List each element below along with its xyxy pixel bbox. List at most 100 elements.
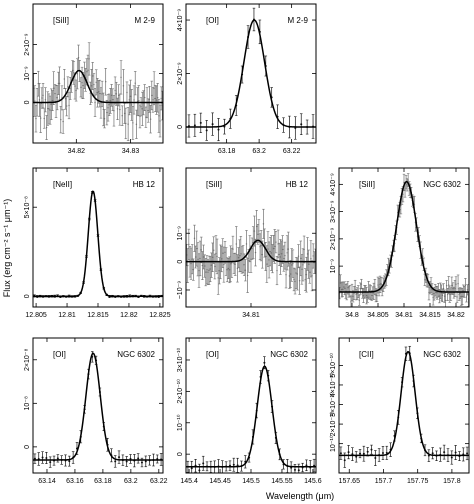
data-point — [344, 287, 346, 289]
data-point — [356, 292, 358, 295]
data-point — [80, 86, 82, 89]
data-point — [68, 104, 70, 107]
data-point — [155, 99, 158, 101]
data-point — [365, 294, 368, 297]
data-point — [281, 248, 284, 251]
spectrum-panel: 63.18 63.2 63.22 0 2×10⁻⁹ 4×10⁻⁹ [OI] M 2-9 — [177, 3, 317, 155]
data-point — [304, 278, 306, 281]
data-point — [231, 262, 233, 264]
data-point — [151, 94, 153, 97]
data-point — [262, 223, 265, 225]
data-point — [76, 73, 79, 75]
data-point — [114, 89, 116, 92]
data-point — [452, 287, 454, 290]
line-label: [SiII] — [53, 16, 69, 25]
data-point — [424, 279, 426, 281]
x-tick-label: 63.22 — [283, 148, 301, 155]
data-point — [302, 264, 304, 266]
data-point — [75, 89, 77, 92]
data-point — [285, 274, 287, 276]
x-tick-label: 34.8 — [345, 312, 359, 319]
data-point — [466, 289, 469, 291]
x-tick-label: 63.2 — [124, 478, 138, 485]
data-point — [107, 107, 109, 109]
data-point — [198, 269, 200, 272]
data-point — [280, 253, 283, 255]
data-point — [86, 71, 88, 73]
data-point — [312, 255, 314, 257]
data-point — [370, 448, 373, 451]
y-tick-label: 2×10⁻⁹ — [177, 62, 184, 84]
data-point — [68, 460, 71, 463]
data-point — [45, 126, 48, 129]
data-point — [464, 284, 467, 286]
data-point — [209, 268, 212, 270]
data-point — [226, 269, 228, 271]
data-point — [290, 264, 293, 266]
x-tick-label: 63.2 — [252, 148, 266, 155]
data-point — [359, 452, 362, 455]
y-tick-label: −10⁻⁹ — [177, 281, 184, 300]
data-point — [113, 110, 115, 112]
y-axis-label: Flux (erg cm⁻² s⁻¹ μm⁻¹) — [2, 199, 12, 297]
y-tick-label: 10⁻⁹ — [177, 226, 184, 240]
data-point — [43, 117, 45, 120]
data-point — [41, 97, 43, 99]
data-point — [406, 184, 408, 186]
line-label: [OI] — [206, 16, 219, 25]
y-tick-label: 10⁻⁹ — [330, 259, 337, 273]
data-point — [455, 283, 457, 285]
data-point — [244, 269, 247, 271]
data-point — [237, 257, 240, 259]
data-point — [132, 122, 134, 124]
data-point — [274, 245, 276, 248]
data-point — [259, 246, 261, 248]
data-point — [257, 233, 259, 236]
x-tick-label: 63.18 — [218, 148, 236, 155]
data-point — [266, 263, 268, 265]
data-point — [456, 296, 458, 298]
data-point — [458, 293, 460, 296]
data-point — [74, 85, 76, 87]
data-point — [454, 287, 456, 290]
data-point — [62, 120, 64, 123]
data-point — [39, 117, 42, 119]
data-point — [466, 452, 469, 455]
data-point — [310, 258, 312, 260]
data-point — [103, 117, 106, 120]
data-point — [433, 292, 435, 295]
y-tick-label: 2×10⁻⁹ — [24, 33, 31, 55]
data-point — [436, 292, 438, 294]
data-point — [450, 456, 453, 459]
x-tick-label: 34.82 — [68, 148, 86, 155]
line-label: [NeII] — [53, 180, 72, 189]
data-point — [159, 120, 161, 122]
data-point — [205, 129, 208, 132]
spectrum-panel: 12.805 12.81 12.815 12.82 12.825 0 5×10⁻⁸ [NeII… — [24, 167, 171, 319]
data-point — [140, 106, 142, 108]
data-point — [202, 256, 205, 258]
data-point — [137, 457, 140, 460]
x-tick-label: 145.5 — [242, 478, 260, 485]
data-point — [294, 280, 296, 283]
data-point — [260, 244, 262, 247]
y-tick-label: 4×10⁻¹⁰ — [329, 372, 337, 397]
data-point — [141, 108, 144, 110]
data-point — [45, 456, 48, 459]
data-point — [44, 99, 47, 101]
data-point — [374, 457, 377, 460]
x-tick-label: 34.83 — [122, 148, 140, 155]
data-point — [366, 296, 369, 298]
data-point — [160, 97, 162, 100]
line-label: [OI] — [206, 350, 219, 359]
data-point — [386, 269, 389, 271]
fit-curve — [33, 190, 163, 298]
data-point — [443, 451, 446, 454]
y-tick-label: 3×10⁻¹⁰ — [329, 392, 337, 417]
y-tick-label: 5×10⁻¹⁰ — [329, 353, 337, 378]
data-point — [56, 457, 59, 460]
data-point — [210, 264, 213, 266]
data-point — [224, 251, 226, 254]
data-point — [112, 99, 114, 101]
